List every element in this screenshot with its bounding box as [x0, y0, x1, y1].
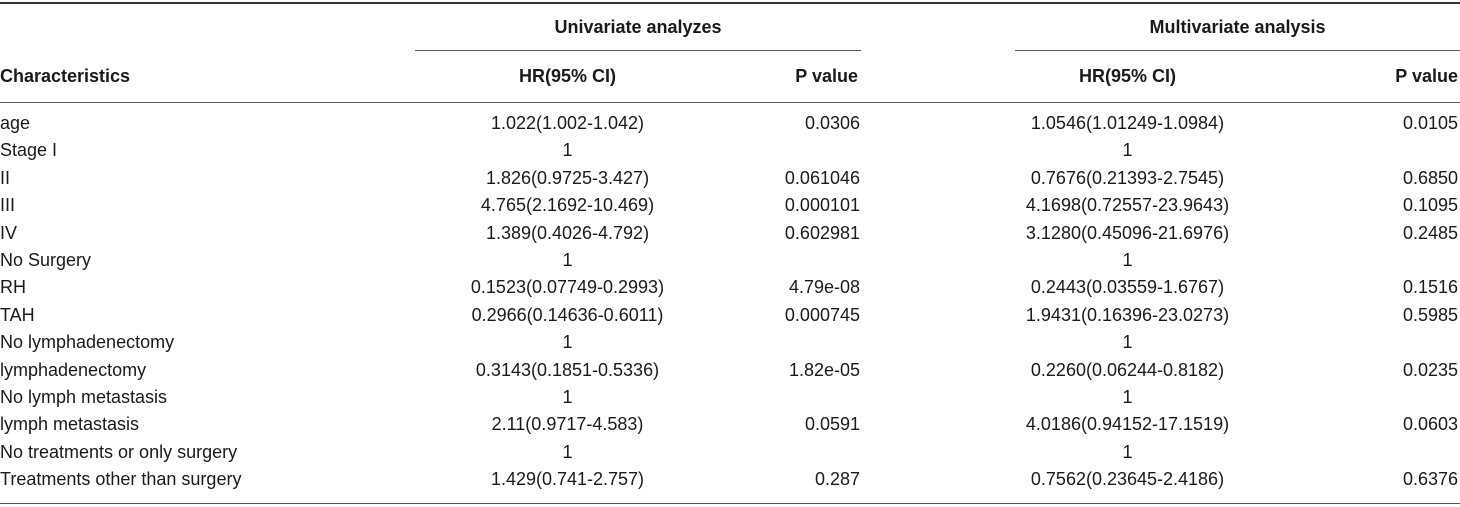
multivariate-underline — [1015, 50, 1460, 51]
p-univariate-cell: 0.602981 — [784, 222, 860, 243]
hr-univariate-cell: 4.765(2.1692-10.469) — [480, 195, 655, 216]
hr-multivariate-cell: 0.7676(0.21393-2.7545) — [1030, 167, 1225, 188]
row-characteristic: Stage I — [0, 140, 58, 161]
col-header-characteristics: Characteristics — [0, 66, 131, 86]
row-characteristic: lymph metastasis — [0, 414, 140, 435]
hr-multivariate-cell: 1 — [1122, 140, 1133, 161]
p-multivariate-cell: 0.0603 — [1402, 414, 1458, 435]
row-characteristic: No treatments or only surgery — [0, 441, 238, 462]
row-characteristic: TAH — [0, 304, 35, 325]
hr-multivariate-cell: 1 — [1122, 332, 1133, 353]
table-row: TAH 0.2966(0.14636-0.6011) 0.000745 1.9431(… — [0, 302, 1460, 329]
hr-multivariate-cell: 1 — [1122, 387, 1133, 407]
hr-univariate-cell: 2.11(0.9717-4.583) — [491, 414, 644, 435]
header-rule — [0, 102, 1460, 103]
group-header-multivariate: Multivariate analysis — [1149, 17, 1326, 37]
table-row: age 1.022(1.002-1.042) 0.0306 1.0546(1.0124… — [0, 110, 1460, 137]
table-row: No lymph metastasis 1 1 — [0, 384, 1460, 411]
table-row: lymphadenectomy 0.3143(0.1851-0.5336) 1.82… — [0, 357, 1460, 384]
hr-multivariate-cell: 1.9431(0.16396-23.0273) — [1025, 304, 1230, 325]
univariate-underline — [415, 50, 861, 51]
hr-multivariate-cell: 4.0186(0.94152-17.1519) — [1025, 414, 1230, 435]
row-characteristic: RH — [0, 277, 26, 298]
p-multivariate-cell: 0.6850 — [1402, 167, 1458, 188]
hr-univariate-cell: 1.389(0.4026-4.792) — [485, 222, 650, 243]
table-row: IV 1.389(0.4026-4.792) 0.602981 3.1280(0.45… — [0, 220, 1460, 247]
p-univariate-cell: 0.000745 — [784, 304, 860, 325]
p-multivariate-cell: 0.6376 — [1402, 469, 1458, 490]
table-row: No treatments or only surgery 1 1 — [0, 439, 1460, 466]
table-row: No Surgery 1 1 — [0, 247, 1460, 274]
row-characteristic: lymphadenectomy — [0, 359, 147, 380]
p-univariate-cell: 0.0591 — [804, 414, 860, 435]
row-characteristic: No Surgery — [0, 250, 92, 270]
col-header-hr-multivariate: HR(95% CI) — [1078, 66, 1176, 86]
p-multivariate-cell: 0.2485 — [1402, 222, 1458, 243]
hr-multivariate-cell: 0.7562(0.23645-2.4186) — [1030, 469, 1225, 490]
hr-univariate-cell: 1.826(0.9725-3.427) — [485, 167, 650, 188]
p-multivariate-cell: 0.1095 — [1402, 195, 1458, 216]
col-header-p-multivariate: P value — [1395, 66, 1458, 86]
table-row: RH 0.1523(0.07749-0.2993) 4.79e-08 0.2443(0… — [0, 274, 1460, 301]
table-row: Stage I 1 1 — [0, 137, 1460, 164]
row-characteristic: age — [0, 113, 31, 133]
p-univariate-cell: 0.287 — [814, 469, 860, 490]
hr-univariate-cell: 1 — [562, 250, 573, 270]
hr-univariate-cell: 1 — [562, 387, 573, 407]
row-characteristic: III — [0, 195, 16, 216]
row-characteristic: No lymphadenectomy — [0, 332, 175, 353]
hr-multivariate-cell: 1 — [1122, 441, 1133, 462]
p-univariate-cell: 1.82e-05 — [788, 359, 860, 380]
top-rule — [0, 2, 1460, 4]
p-multivariate-cell: 0.0235 — [1402, 359, 1458, 380]
row-characteristic: Treatments other than surgery — [0, 469, 242, 490]
p-univariate-cell: 0.061046 — [784, 167, 860, 188]
hr-multivariate-cell: 0.2260(0.06244-0.8182) — [1030, 359, 1225, 380]
hr-multivariate-cell: 1.0546(1.01249-1.0984) — [1030, 113, 1225, 133]
row-characteristic: II — [0, 167, 11, 188]
hr-univariate-cell: 1 — [562, 332, 573, 353]
col-header-hr-univariate: HR(95% CI) — [518, 66, 616, 86]
hr-multivariate-cell: 4.1698(0.72557-23.9643) — [1025, 195, 1230, 216]
group-header-univariate: Univariate analyzes — [554, 17, 722, 37]
hr-univariate-cell: 1.429(0.741-2.757) — [490, 469, 645, 490]
hr-univariate-cell: 0.2966(0.14636-0.6011) — [471, 304, 664, 325]
hr-univariate-cell: 1 — [562, 140, 573, 161]
table-row: III 4.765(2.1692-10.469) 0.000101 4.1698(0.… — [0, 192, 1460, 219]
p-multivariate-cell: 0.5985 — [1402, 304, 1458, 325]
p-univariate-cell: 0.000101 — [784, 195, 860, 216]
p-univariate-cell: 0.0306 — [804, 113, 860, 133]
hr-univariate-cell: 1 — [562, 441, 573, 462]
hr-univariate-cell: 0.1523(0.07749-0.2993) — [470, 277, 665, 298]
row-characteristic: No lymph metastasis — [0, 387, 168, 407]
table-row: lymph metastasis 2.11(0.9717-4.583) 0.0591… — [0, 411, 1460, 438]
table-row: II 1.826(0.9725-3.427) 0.061046 0.7676(0.21… — [0, 165, 1460, 192]
table-row: Treatments other than surgery 1.429(0.741… — [0, 466, 1460, 493]
p-univariate-cell: 4.79e-08 — [788, 277, 860, 298]
row-characteristic: IV — [0, 222, 18, 243]
table-row: No lymphadenectomy 1 1 — [0, 329, 1460, 356]
hr-multivariate-cell: 1 — [1122, 250, 1133, 270]
hr-univariate-cell: 1.022(1.002-1.042) — [490, 113, 645, 133]
hr-univariate-cell: 0.3143(0.1851-0.5336) — [475, 359, 660, 380]
hr-multivariate-cell: 0.2443(0.03559-1.6767) — [1030, 277, 1225, 298]
bottom-rule — [0, 503, 1460, 504]
p-multivariate-cell: 0.0105 — [1402, 113, 1458, 133]
hr-multivariate-cell: 3.1280(0.45096-21.6976) — [1025, 222, 1230, 243]
p-multivariate-cell: 0.1516 — [1402, 277, 1458, 298]
col-header-p-univariate: P value — [795, 66, 858, 86]
